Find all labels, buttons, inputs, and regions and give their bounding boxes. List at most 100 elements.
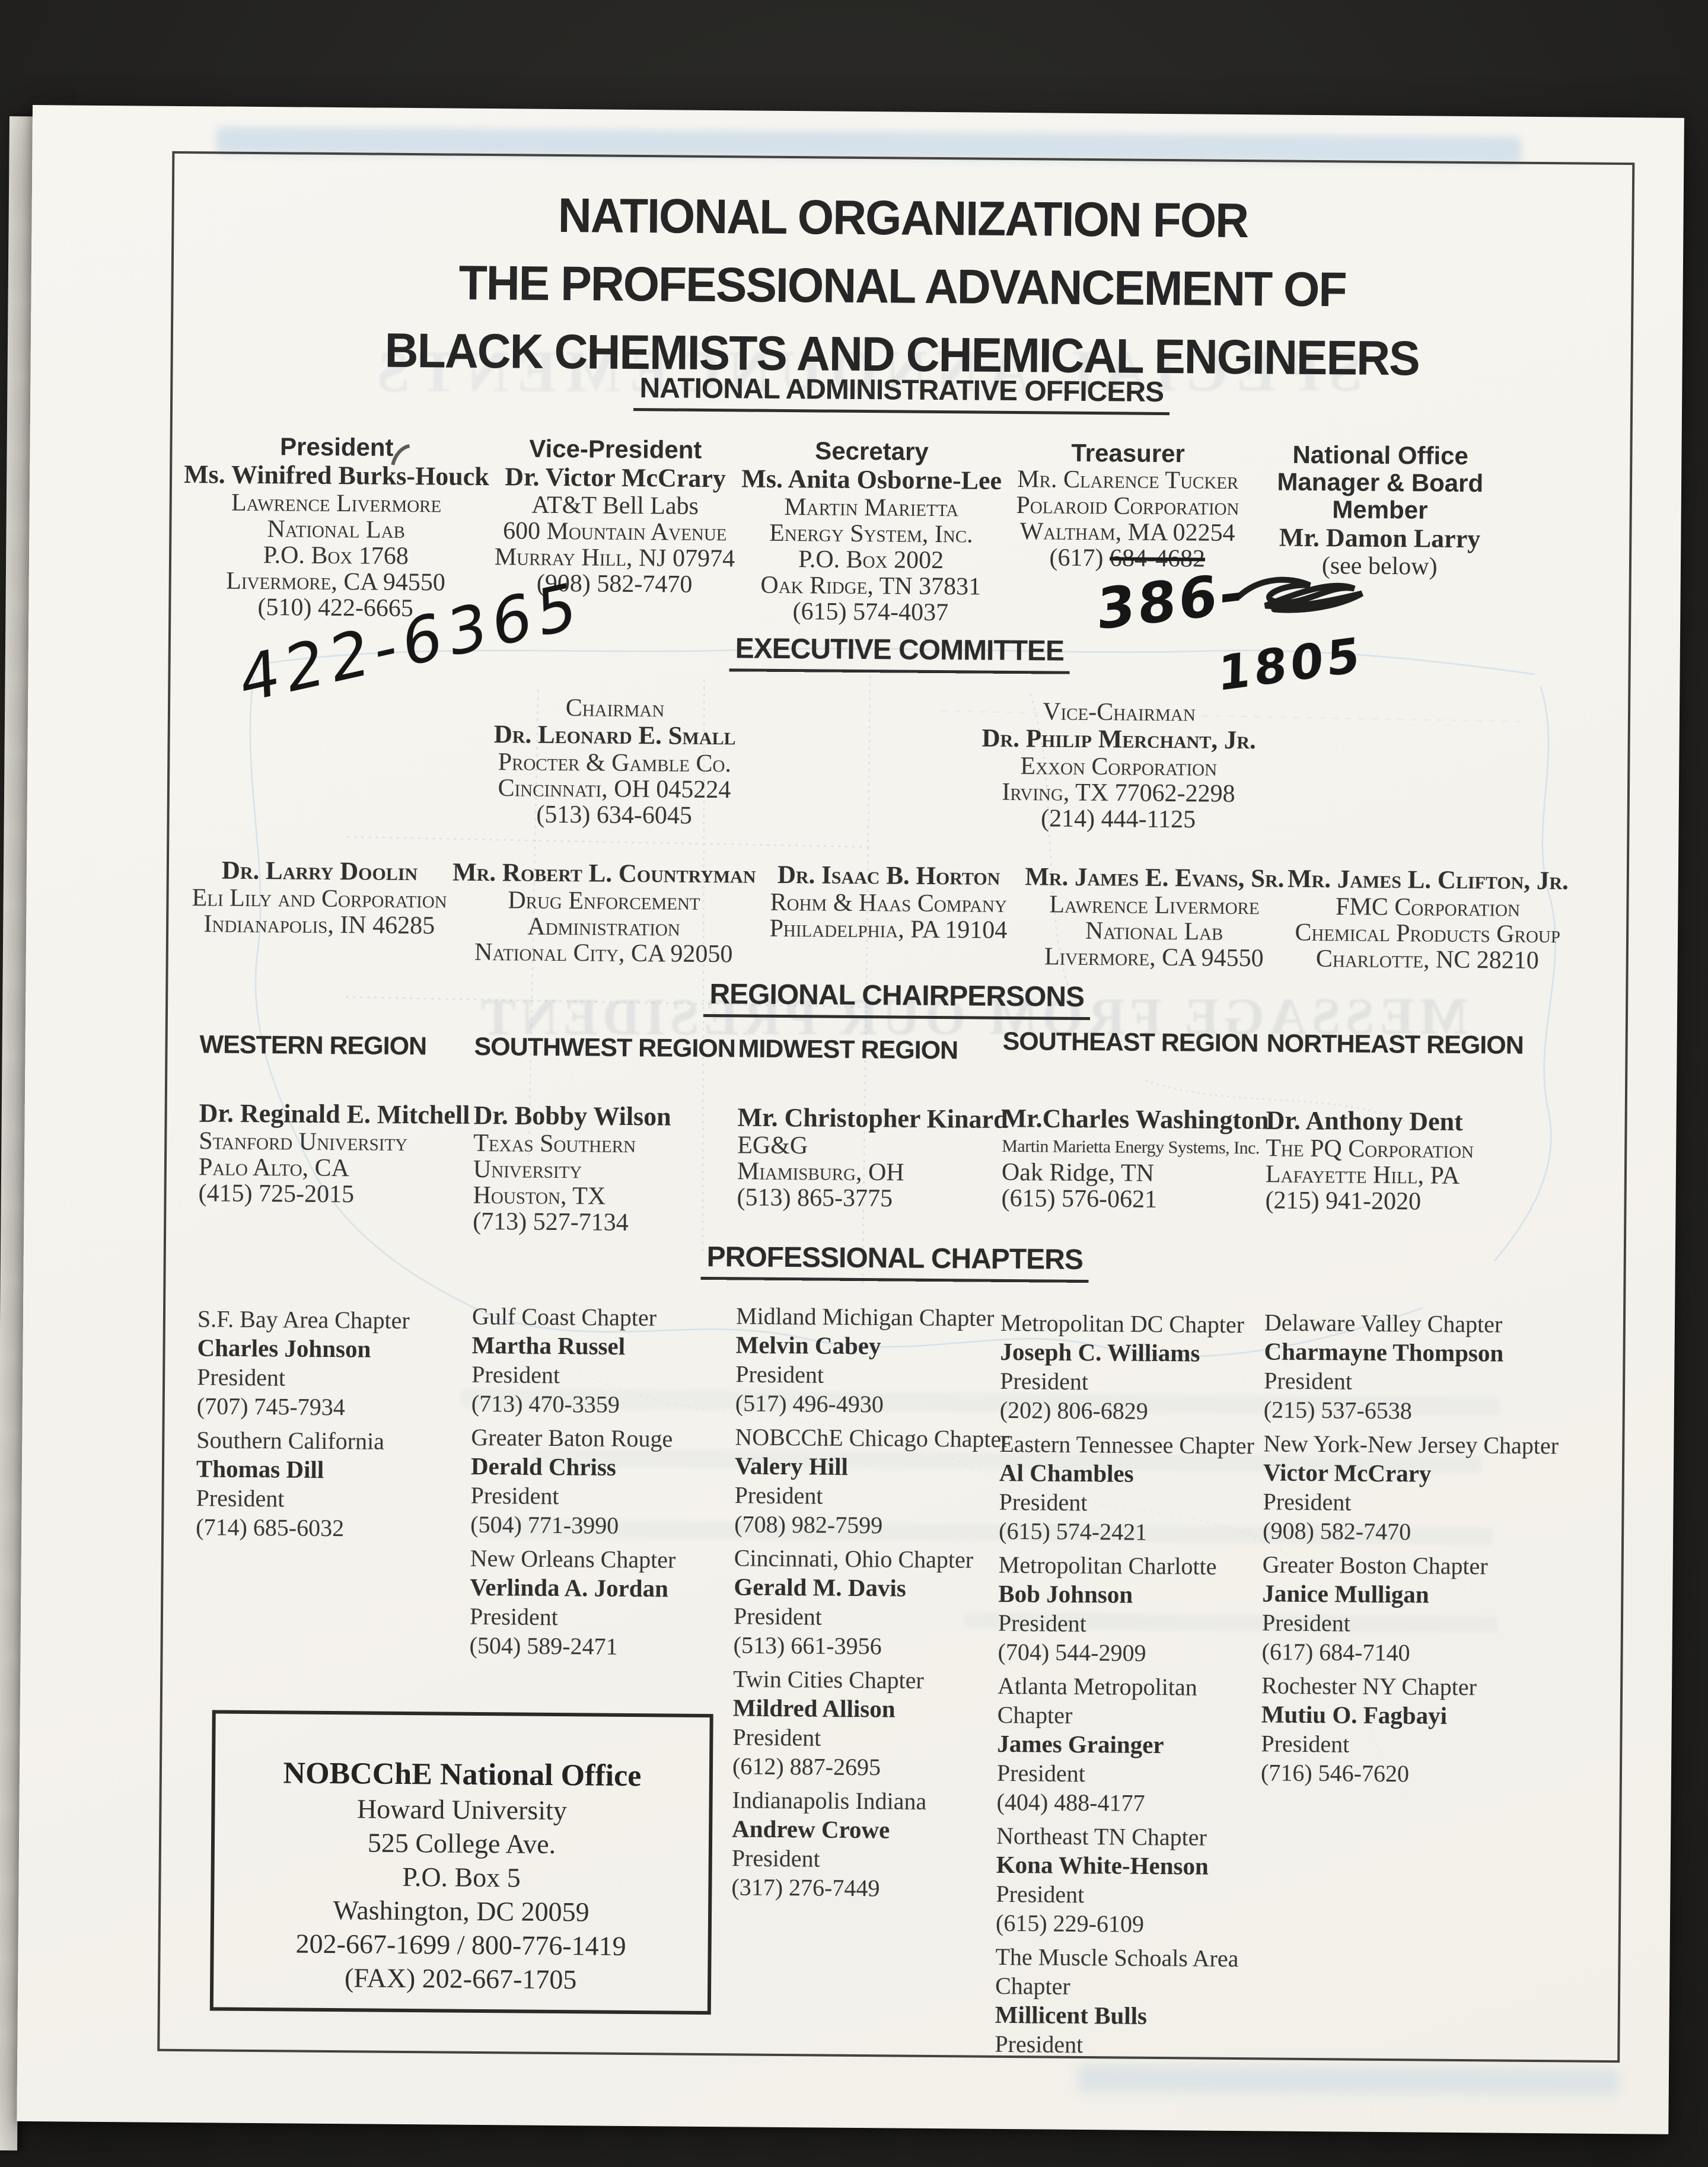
text-line: Lawrence Livermore <box>1049 891 1260 920</box>
text-line: Verlinda A. Jordan <box>470 1573 669 1602</box>
text-line: Drug Enforcement <box>508 887 700 916</box>
text-line: (615) 574-2421 <box>998 1517 1148 1545</box>
text-line: 202-667-1699 / 800-776-1419 <box>295 1928 626 1961</box>
text-line: Mr. Robert L. Countryman <box>452 858 756 889</box>
text-line: (615) 576-0621 <box>1001 1184 1158 1213</box>
text-line: Vice-Chairman <box>1043 698 1196 727</box>
text-line: Member <box>1332 495 1428 524</box>
text-line: University <box>473 1155 582 1184</box>
text-line: Murray Hill, NJ 07974 <box>494 543 735 573</box>
text-line: Martin Marietta Energy Systems, Inc. <box>1002 1136 1260 1158</box>
text-line: Gulf Coast Chapter <box>471 1302 657 1331</box>
directory-entry: Indianapolis Indiana Andrew Crowe Presiden… <box>731 1785 993 1903</box>
directory-entry: Dr. Isaac B. Horton Rohm & Haas Company Ph… <box>755 861 1022 970</box>
text-line: Cincinnati, OH 045224 <box>498 775 731 804</box>
directory-entry: Dr. Larry Doolin Eli Lily and Corporation… <box>186 856 453 965</box>
text-line: Mr. Damon Larry <box>1279 522 1481 554</box>
text-line: Administration <box>527 913 681 942</box>
text-line: Millicent Bulls <box>995 2000 1148 2029</box>
text-line: Janice Mulligan <box>1262 1579 1429 1608</box>
text-line: Vice-President <box>529 434 702 464</box>
text-line: Thomas Dill <box>196 1455 324 1483</box>
text-line: 525 College Ave. <box>367 1827 556 1860</box>
text-line: President <box>196 1363 286 1391</box>
text-line: Charmayne Thompson <box>1264 1337 1504 1367</box>
text-line: (FAX) 202-667-1705 <box>344 1962 577 1995</box>
text-line: President <box>995 2030 1084 2058</box>
text-line: Gerald M. Davis <box>734 1573 906 1602</box>
text-line: (404) 488-4177 <box>996 1788 1145 1817</box>
directory-entry: Cincinnati, Ohio Chapter Gerald M. Davis P… <box>733 1543 995 1661</box>
text-line: Dr. Isaac B. Horton <box>777 861 1000 891</box>
text-line: Howard University <box>356 1793 568 1826</box>
text-line: Dr. Larry Doolin <box>221 856 418 887</box>
text-line: Ms. Winifred Burks-Houck <box>183 460 489 492</box>
text-line: President <box>1263 1488 1352 1516</box>
directory-entry: S.F. Bay Area Chapter Charles Johnson Pres… <box>197 1304 459 1422</box>
directory-entry: Eastern Tennessee Chapter Al Chambles Pres… <box>999 1429 1261 1547</box>
text-line: (415) 725-2015 <box>198 1180 355 1209</box>
text-line: Valery Hill <box>734 1452 849 1480</box>
region-header: NORTHEAST REGION <box>1266 1029 1524 1060</box>
text-line: FMC Corporation <box>1335 893 1521 922</box>
text-line: The PQ Corporation <box>1266 1135 1474 1164</box>
text-line: Martha Russel <box>471 1331 626 1360</box>
text-line: Kona White-Henson <box>996 1850 1209 1880</box>
text-line: Mr. Christopher Kinard <box>737 1102 1008 1134</box>
directory-entry: Rochester NY Chapter Mutiu O. Fagbayi Pres… <box>1261 1671 1523 1789</box>
text-line: President <box>1261 1609 1351 1637</box>
region-header: MIDWEST REGION <box>738 1034 958 1065</box>
title-line: NATIONAL ORGANIZATION FOR <box>557 188 1248 248</box>
text-line: Livermore, CA 94550 <box>1044 943 1264 973</box>
region-header: SOUTHEAST REGION <box>1002 1027 1258 1058</box>
text-line: Southern California <box>196 1426 385 1455</box>
text-line: Waltham, MA 02254 <box>1019 518 1235 547</box>
text-line: (612) 887-2695 <box>732 1752 881 1781</box>
directory-entry: President Ms. Winifred Burks-Houck Lawrenc… <box>183 432 489 622</box>
text-line: Derald Chriss <box>470 1452 617 1481</box>
text-line: Chemical Products Group <box>1295 919 1561 949</box>
text-line: Northeast TN Chapter <box>996 1822 1207 1851</box>
section-heading-chapters: PROFESSIONAL CHAPTERS <box>166 1237 1624 1287</box>
text-line: Procter & Gamble Co. <box>498 748 732 778</box>
text-line: New Orleans Chapter <box>470 1544 676 1573</box>
text-line: James Grainger <box>997 1729 1164 1759</box>
directory-entry: Metropolitan Charlotte Bob Johnson Preside… <box>998 1550 1260 1668</box>
text-line: President <box>732 1723 821 1751</box>
text-line: President <box>998 1609 1086 1637</box>
text-line: Martin Marietta <box>784 493 959 522</box>
text-line: Atlanta Metropolitan <box>997 1672 1197 1701</box>
text-line: Stanford University <box>199 1127 408 1157</box>
text-line: Rohm & Haas Company <box>770 888 1008 918</box>
directory-entry: The Muscle Schoals Area Chapter Millicent … <box>995 1942 1257 2060</box>
text-line: New York-New Jersey Chapter <box>1263 1430 1559 1459</box>
text-line: Delaware Valley Chapter <box>1264 1309 1503 1338</box>
text-line: President <box>996 1880 1085 1908</box>
text-line: President <box>733 1602 823 1630</box>
text-line: Chapter <box>997 1701 1073 1729</box>
pen-mark <box>391 444 410 466</box>
text-line: Irving, TX 77062-2298 <box>1002 778 1235 808</box>
text-line: Philadelphia, PA 19104 <box>769 914 1008 944</box>
text-line: (713) 470-3359 <box>471 1390 620 1418</box>
bleed-through-band <box>1078 2064 1619 2096</box>
text-line: (615) 574-4037 <box>792 598 949 627</box>
text-line: Greater Baton Rouge <box>471 1423 673 1452</box>
directory-entry: Mr. Robert L. Countryman Drug Enforcement… <box>452 859 756 968</box>
text-line: President <box>1263 1367 1353 1395</box>
text-line: President <box>734 1481 823 1509</box>
text-line: Dr. Bobby Wilson <box>473 1100 671 1132</box>
text-line: Joseph C. Williams <box>1000 1337 1200 1367</box>
text-line: Mutiu O. Fagbayi <box>1261 1700 1448 1729</box>
text-line: Eli Lily and Corporation <box>192 884 447 914</box>
text-line: (908) 582-7470 <box>1263 1517 1411 1545</box>
text-line: (617) 684-7140 <box>1261 1638 1410 1666</box>
text-line: (714) 685-6032 <box>196 1513 345 1542</box>
text-line: Charlotte, NC 28210 <box>1315 945 1539 974</box>
exec-members-row: Dr. Larry Doolin Eli Lily and Corporation… <box>186 856 1569 974</box>
chapter-column-5: Delaware Valley Chapter Charmayne Thompso… <box>1261 1308 1559 1793</box>
text-line: Indianapolis Indiana <box>732 1786 927 1815</box>
text-line: Oak Ridge, TN <box>1001 1158 1155 1187</box>
text-line: (713) 527-7134 <box>473 1207 629 1237</box>
text-line: Andrew Crowe <box>732 1815 890 1844</box>
